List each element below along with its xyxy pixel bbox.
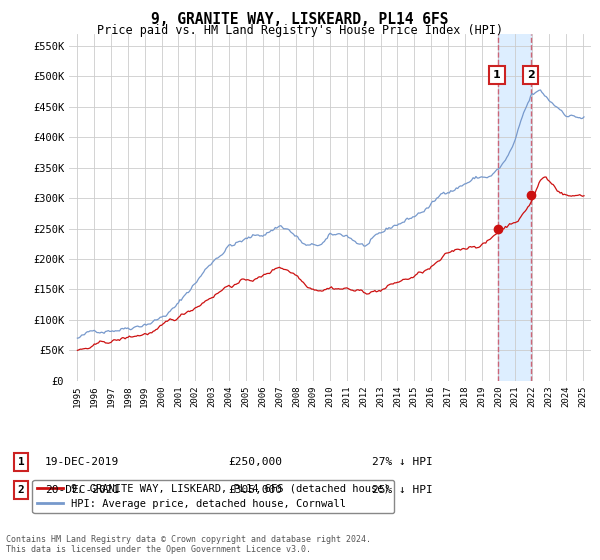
Text: 2: 2 bbox=[17, 485, 25, 495]
Text: 2: 2 bbox=[527, 70, 535, 80]
Text: 1: 1 bbox=[17, 457, 25, 467]
Text: £305,000: £305,000 bbox=[228, 485, 282, 495]
Text: Contains HM Land Registry data © Crown copyright and database right 2024.
This d: Contains HM Land Registry data © Crown c… bbox=[6, 535, 371, 554]
Text: 27% ↓ HPI: 27% ↓ HPI bbox=[372, 457, 433, 467]
Text: 9, GRANITE WAY, LISKEARD, PL14 6FS: 9, GRANITE WAY, LISKEARD, PL14 6FS bbox=[151, 12, 449, 27]
Text: 1: 1 bbox=[493, 70, 501, 80]
Text: 19-DEC-2019: 19-DEC-2019 bbox=[45, 457, 119, 467]
Text: 20-DEC-2021: 20-DEC-2021 bbox=[45, 485, 119, 495]
Text: 25% ↓ HPI: 25% ↓ HPI bbox=[372, 485, 433, 495]
Text: Price paid vs. HM Land Registry's House Price Index (HPI): Price paid vs. HM Land Registry's House … bbox=[97, 24, 503, 36]
Legend: 9, GRANITE WAY, LISKEARD, PL14 6FS (detached house), HPI: Average price, detache: 9, GRANITE WAY, LISKEARD, PL14 6FS (deta… bbox=[32, 480, 394, 514]
Bar bbox=[498, 34, 532, 381]
Text: £250,000: £250,000 bbox=[228, 457, 282, 467]
